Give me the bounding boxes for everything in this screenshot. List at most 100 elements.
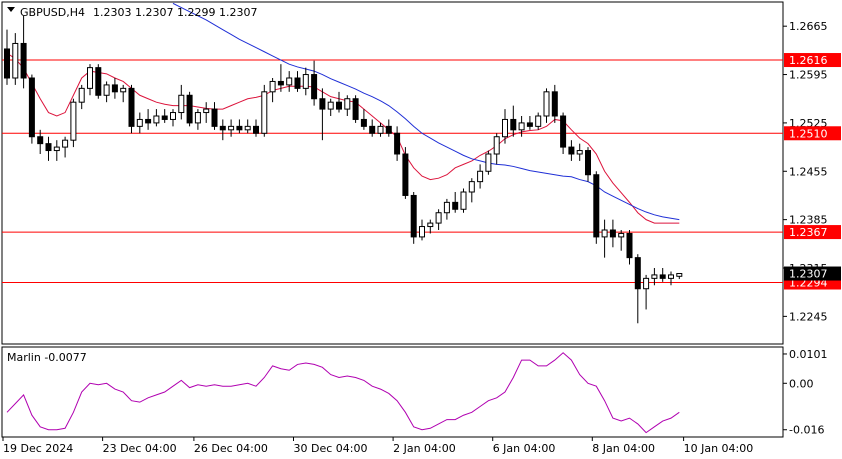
candle-body [153, 115, 160, 124]
candle-body [543, 91, 550, 117]
candle [601, 219, 608, 258]
candle-body [145, 118, 152, 124]
candle-body [78, 87, 85, 103]
candle [468, 178, 475, 203]
candle-body [460, 191, 467, 210]
candle [294, 71, 301, 92]
candle [70, 98, 77, 148]
ma-fast-line [6, 52, 680, 224]
candle [12, 33, 19, 85]
current-price-label: 1.2307 [789, 268, 828, 281]
candle [111, 78, 118, 99]
candle-body [336, 101, 342, 110]
marlin-axis: 0.0101 0.00 -0.016 [783, 348, 828, 437]
candle-body [4, 48, 10, 79]
candle-body [485, 153, 492, 172]
chart-ohlc: 1.2303 1.2307 1.2299 1.2307 [93, 6, 257, 19]
candle-body [443, 201, 450, 214]
candle-body [634, 257, 641, 290]
marlin-tick-label: -0.016 [789, 424, 824, 437]
candle [277, 64, 284, 92]
candle [302, 67, 309, 96]
candle-body [253, 125, 259, 134]
price-tick-label: 1.2245 [789, 310, 828, 323]
candle [178, 84, 185, 120]
candle [236, 119, 243, 134]
level-lines [2, 59, 783, 284]
candle [493, 133, 500, 165]
level-box-label: 1.2510 [789, 127, 828, 140]
candle [344, 95, 351, 116]
candle [394, 126, 401, 161]
price-panel[interactable]: 1.26651.25951.25251.24551.23851.23151.22… [1, 1, 841, 345]
candle-body [120, 87, 127, 93]
candle-body [294, 77, 301, 89]
candle-body [551, 91, 558, 117]
time-axis: 19 Dec 2024 23 Dec 04:00 26 Dec 04:00 30 De… [2, 437, 753, 455]
candle [327, 98, 334, 116]
candle-body [95, 67, 102, 96]
candle [443, 198, 450, 220]
candle [311, 60, 318, 106]
candle [369, 119, 376, 137]
candle [28, 74, 35, 144]
candle-body [618, 232, 625, 238]
candle-body [236, 125, 243, 131]
time-tick-label: 23 Dec 04:00 [103, 442, 177, 455]
candle [219, 119, 226, 141]
candle-body [103, 84, 110, 96]
candle-body [170, 112, 176, 120]
candle [510, 105, 517, 137]
candle [186, 91, 193, 127]
candle [194, 109, 201, 130]
candle-body [651, 274, 658, 279]
candle [103, 81, 110, 103]
candle [286, 71, 293, 92]
candle-body [402, 153, 409, 196]
candle [203, 102, 210, 123]
candle-body [344, 98, 351, 110]
level-box [784, 225, 841, 240]
candle-body [178, 94, 185, 114]
candle [485, 150, 492, 175]
candle [526, 116, 533, 130]
candle-body [468, 181, 475, 193]
candle-body [269, 80, 276, 93]
marlin-polyline [6, 352, 680, 434]
candle [452, 192, 459, 213]
candle [410, 192, 417, 244]
candle [676, 273, 683, 280]
candle [336, 91, 342, 113]
triangle-down-icon[interactable] [7, 7, 15, 12]
candle [560, 112, 567, 154]
time-tick-label: 19 Dec 2024 [3, 442, 73, 455]
candle-body [526, 122, 533, 127]
candle-body [435, 212, 442, 224]
candle-body [535, 115, 542, 127]
candle [120, 84, 127, 103]
candle-body [28, 77, 35, 138]
candle [585, 147, 591, 182]
candle-body [244, 125, 251, 131]
candle-body [62, 139, 69, 148]
candle-body [377, 125, 384, 134]
candle [45, 136, 52, 161]
candle-body [668, 274, 674, 279]
marlin-panel[interactable]: 0.0101 0.00 -0.016 [1, 346, 828, 438]
candle [87, 64, 93, 96]
candles [4, 15, 683, 324]
candle-body [427, 222, 434, 228]
candle [668, 271, 674, 286]
candle [253, 119, 259, 137]
candle-body [53, 146, 60, 152]
price-tick-label: 1.2385 [789, 214, 828, 227]
time-tick-label: 26 Dec 04:00 [194, 442, 268, 455]
candle-body [360, 118, 367, 127]
candle [360, 109, 367, 130]
candle-body [452, 201, 459, 210]
candle-body [659, 274, 666, 279]
candle [419, 219, 425, 241]
time-tick-label: 8 Jan 04:00 [592, 442, 655, 455]
candle [609, 219, 616, 248]
